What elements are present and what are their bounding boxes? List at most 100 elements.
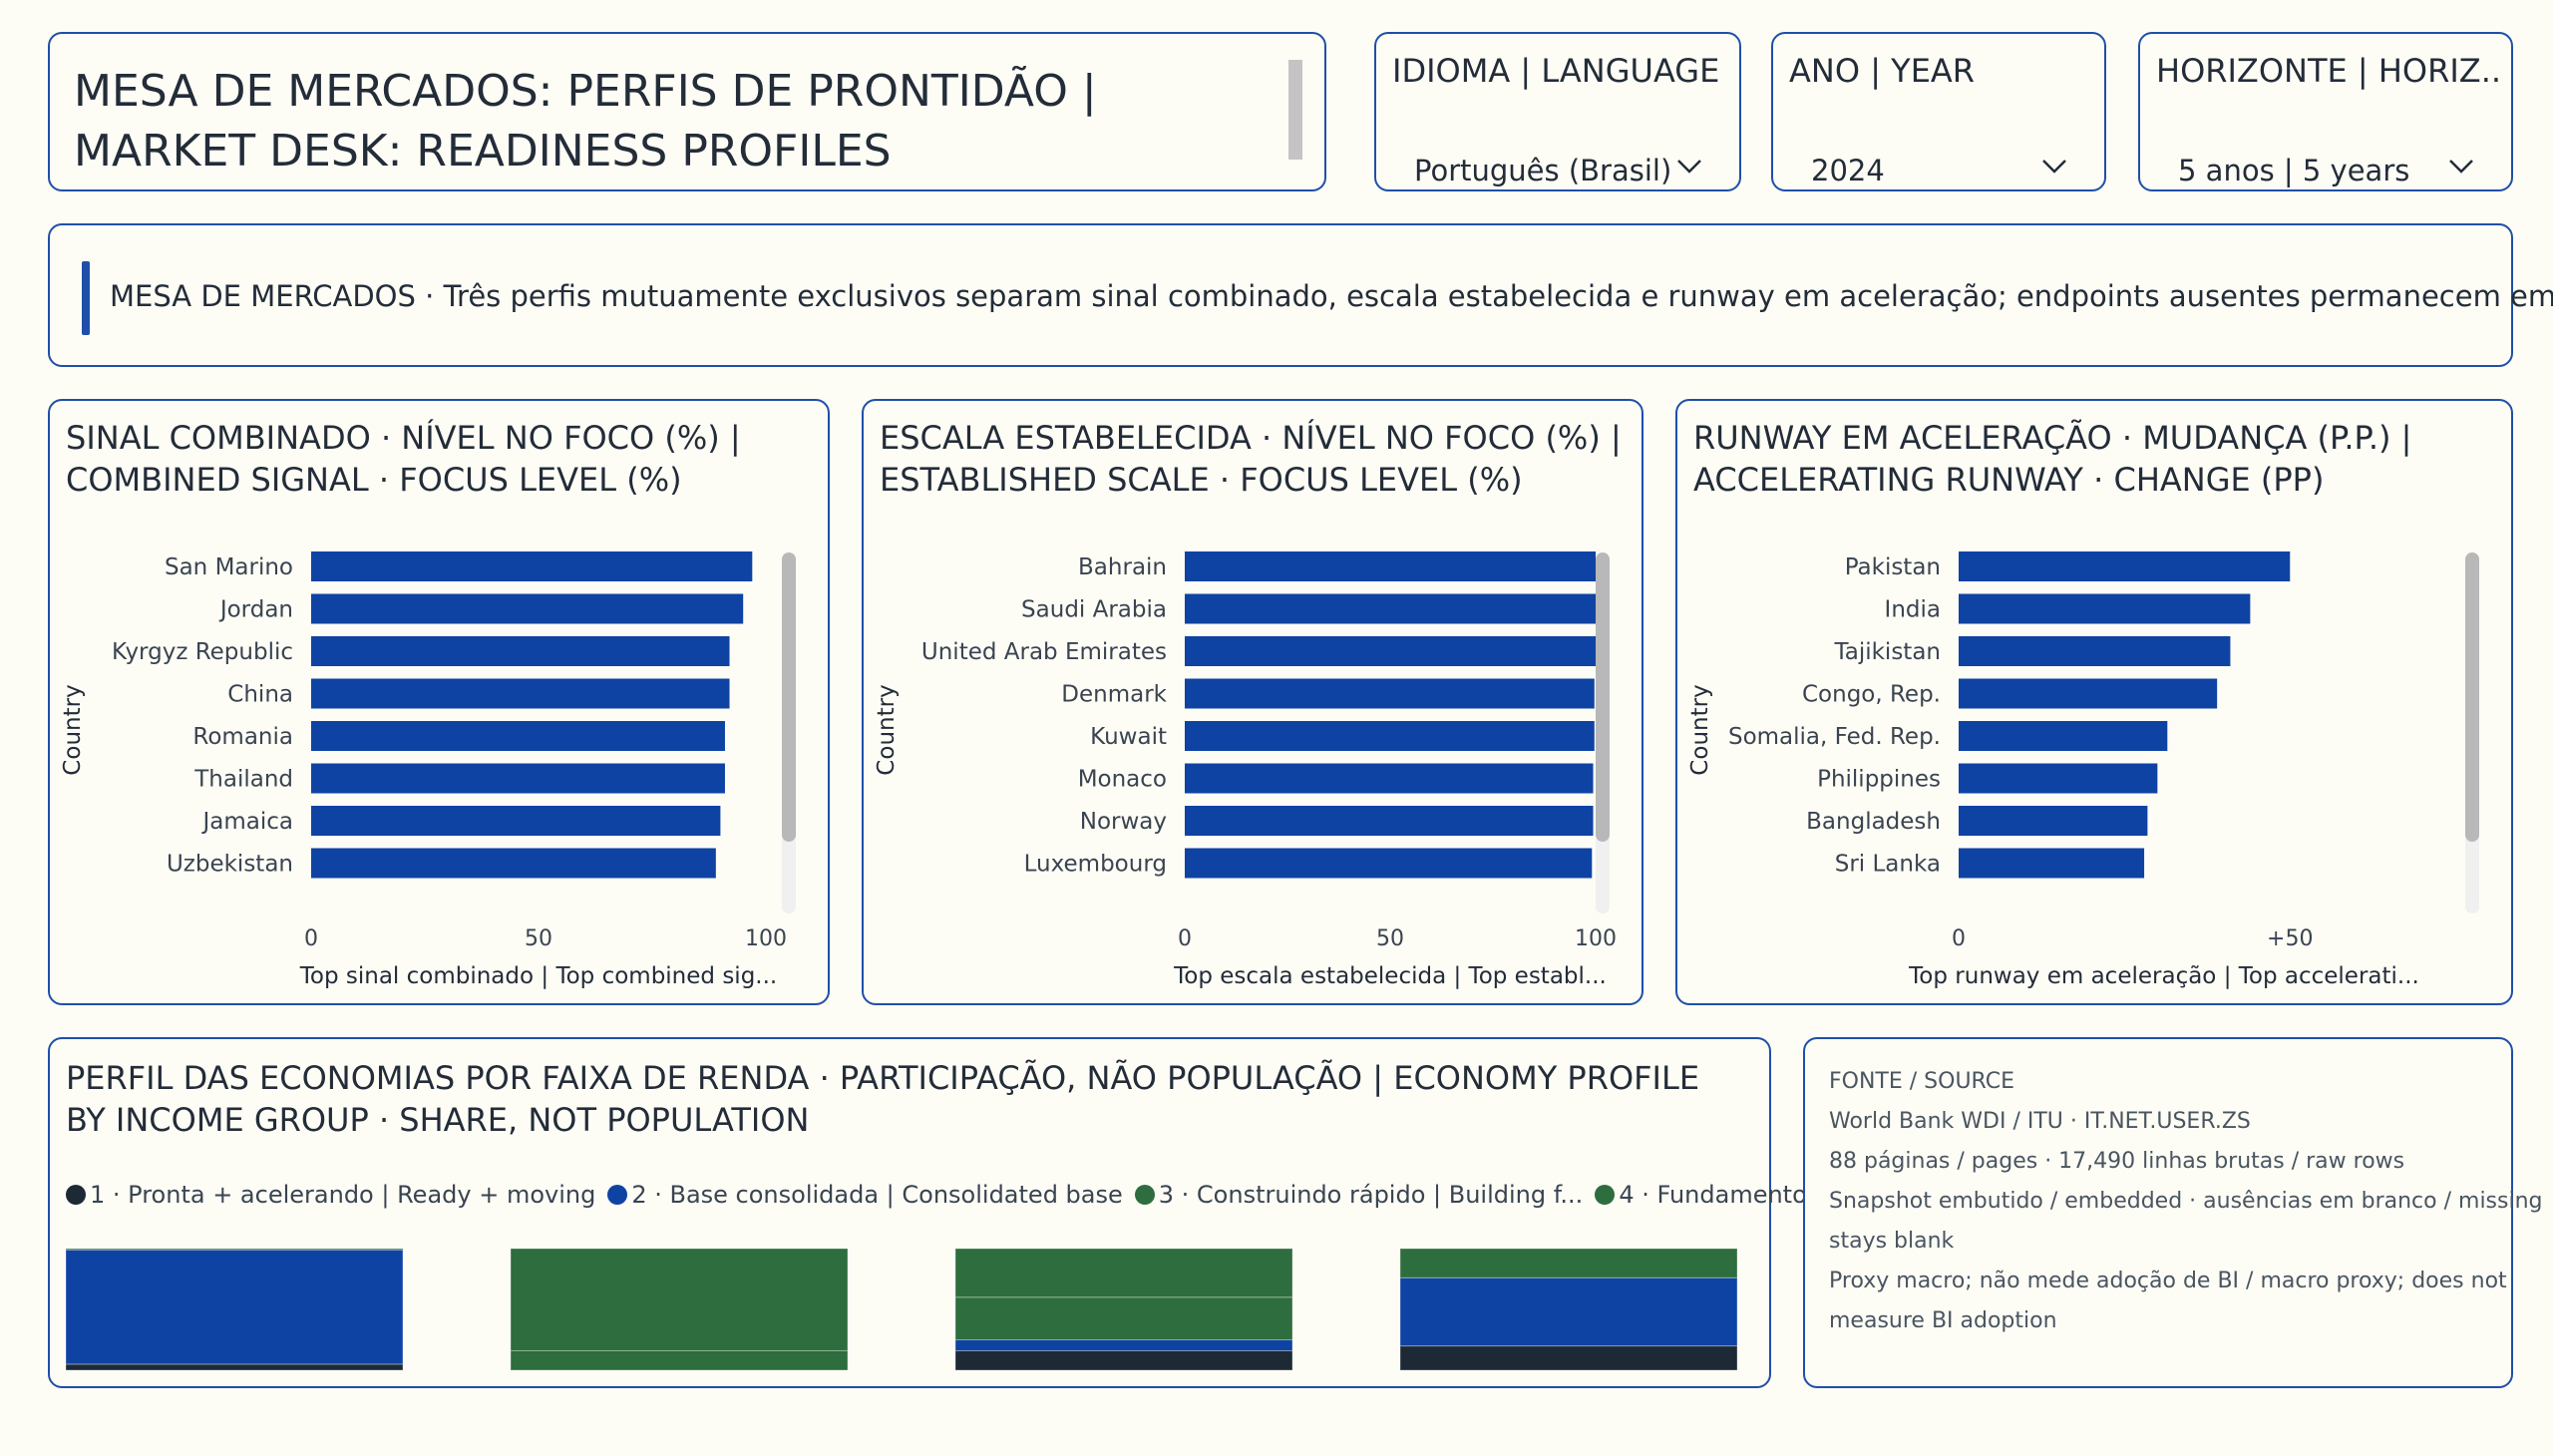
stack-segment[interactable] xyxy=(1399,1345,1738,1371)
category-label: Denmark xyxy=(1061,682,1167,708)
stack-segment[interactable] xyxy=(65,1248,404,1251)
bar[interactable] xyxy=(311,848,716,879)
chevron-down-icon[interactable] xyxy=(2040,152,2068,180)
bar[interactable] xyxy=(1185,848,1593,879)
bar[interactable] xyxy=(1959,636,2231,666)
accelerating-runway-plot: Pakistan India Tajikistan Congo, Rep. Somali… xyxy=(1687,551,2479,989)
chart-title: RUNWAY EM ACELERAÇÃO · MUDANÇA (P.P.) | … xyxy=(1693,419,2412,499)
horizon-slicer[interactable]: HORIZONTE | HORIZ... 5 anos | 5 years xyxy=(2138,32,2513,191)
stack-segment[interactable] xyxy=(65,1249,404,1365)
year-slicer-value[interactable]: 2024 xyxy=(1811,154,1885,187)
stack-segment[interactable] xyxy=(65,1363,404,1371)
stack-segment[interactable] xyxy=(954,1339,1293,1351)
legend-dot-icon xyxy=(1134,1185,1155,1205)
bar[interactable] xyxy=(1185,763,1594,794)
bar[interactable] xyxy=(1959,593,2251,624)
bar[interactable] xyxy=(1185,593,1596,624)
x-axis-label: Top runway em aceleração | Top accelerat… xyxy=(1908,963,2419,989)
language-slicer[interactable]: IDIOMA | LANGUAGE Português (Brasil) xyxy=(1374,32,1741,191)
category-label: Sri Lanka xyxy=(1835,852,1941,878)
stack-segment[interactable] xyxy=(1399,1276,1738,1347)
bar[interactable] xyxy=(1185,551,1596,581)
y-axis-label: Country xyxy=(60,684,86,775)
x-axis-label: Top sinal combinado | Top combined sig..… xyxy=(299,963,777,989)
source-line: stays blank xyxy=(1829,1229,1955,1254)
category-label: Philippines xyxy=(1817,767,1941,793)
bar[interactable] xyxy=(1959,848,2145,879)
y-axis-label: Country xyxy=(1687,684,1713,775)
category-label: Kyrgyz Republic xyxy=(112,639,293,665)
bar[interactable] xyxy=(311,678,730,709)
title-scrollbar[interactable] xyxy=(1288,60,1302,160)
scrollbar-thumb[interactable] xyxy=(2465,552,2479,842)
legend-item[interactable]: 1 · Pronta + acelerando | Ready + moving xyxy=(66,1181,595,1209)
income-profile-plot xyxy=(65,1248,1738,1371)
category-label: China xyxy=(227,682,293,708)
bar[interactable] xyxy=(1959,806,2148,836)
stack-segment[interactable] xyxy=(1399,1248,1738,1278)
stack-segment[interactable] xyxy=(954,1296,1293,1340)
bar[interactable] xyxy=(1185,678,1595,709)
x-axis-label: Top escala estabelecida | Top establ... xyxy=(1173,963,1607,989)
source-line: Proxy macro; não mede adoção de BI / mac… xyxy=(1829,1269,2507,1293)
stack-segment[interactable] xyxy=(954,1248,1293,1298)
chart-title: ESCALA ESTABELECIDA · NÍVEL NO FOCO (%) … xyxy=(880,419,1622,499)
stack-segment[interactable] xyxy=(954,1349,1293,1371)
bar[interactable] xyxy=(311,593,744,624)
chevron-down-icon[interactable] xyxy=(2447,152,2475,180)
category-label: Norway xyxy=(1080,809,1167,835)
bar[interactable] xyxy=(1185,721,1595,751)
stack-segment[interactable] xyxy=(510,1349,849,1371)
bar[interactable] xyxy=(1959,551,2291,581)
scrollbar-thumb[interactable] xyxy=(782,552,796,842)
category-label: Monaco xyxy=(1078,767,1167,793)
chevron-down-icon[interactable] xyxy=(1675,152,1703,180)
horizon-slicer-value[interactable]: 5 anos | 5 years xyxy=(2178,154,2410,187)
tick-label: 100 xyxy=(745,926,787,951)
legend-label: 2 · Base consolidada | Consolidated base xyxy=(631,1181,1123,1209)
page-title: MESA DE MERCADOS: PERFIS DE PRONTIDÃO | … xyxy=(74,66,1097,177)
established-scale-plot: Bahrain Saudi Arabia United Arab Emirates D… xyxy=(874,551,1617,989)
banner-text: MESA DE MERCADOS · Três perfis mutuament… xyxy=(110,279,2553,313)
language-slicer-value[interactable]: Português (Brasil) xyxy=(1414,154,1672,187)
established-scale-chart: ESCALA ESTABELECIDA · NÍVEL NO FOCO (%) … xyxy=(862,399,1643,1005)
chart-title: PERFIL DAS ECONOMIAS POR FAIXA DE RENDA … xyxy=(66,1059,1700,1139)
scrollbar-thumb[interactable] xyxy=(1596,552,1610,842)
bar[interactable] xyxy=(1185,806,1594,836)
bar[interactable] xyxy=(1959,763,2158,794)
legend-dot-icon xyxy=(607,1185,628,1205)
category-label: Thailand xyxy=(193,767,293,793)
bar[interactable] xyxy=(311,763,725,794)
bar[interactable] xyxy=(1959,721,2168,751)
tick-label: 50 xyxy=(525,926,552,951)
category-label: India xyxy=(1885,597,1941,623)
bar[interactable] xyxy=(1185,636,1596,666)
legend-label: 1 · Pronta + acelerando | Ready + moving xyxy=(90,1181,596,1209)
bar[interactable] xyxy=(311,551,753,581)
bar[interactable] xyxy=(1959,678,2218,709)
legend-item[interactable]: 3 · Construindo rápido | Building f... xyxy=(1134,1181,1584,1209)
year-slicer[interactable]: ANO | YEAR 2024 xyxy=(1771,32,2106,191)
legend-item[interactable]: 2 · Base consolidada | Consolidated base xyxy=(607,1181,1123,1209)
category-label: Congo, Rep. xyxy=(1802,682,1941,708)
bar[interactable] xyxy=(311,636,730,666)
category-label: San Marino xyxy=(165,554,293,580)
category-label: Romania xyxy=(192,724,293,750)
source-card: FONTE / SOURCE World Bank WDI / ITU · IT.… xyxy=(1803,1037,2543,1388)
summary-banner: MESA DE MERCADOS · Três perfis mutuament… xyxy=(48,223,2553,367)
y-axis-label: Country xyxy=(874,684,900,775)
legend-dot-icon xyxy=(1595,1185,1616,1205)
category-label: Jordan xyxy=(218,597,293,623)
year-slicer-label: ANO | YEAR xyxy=(1789,52,1976,90)
category-label: Tajikistan xyxy=(1834,639,1942,665)
tick-label: 0 xyxy=(1952,926,1966,951)
chart-title: SINAL COMBINADO · NÍVEL NO FOCO (%) | CO… xyxy=(66,419,741,499)
bar[interactable] xyxy=(311,721,725,751)
stack-segment[interactable] xyxy=(510,1248,849,1351)
tick-label: 50 xyxy=(1376,926,1404,951)
source-line: World Bank WDI / ITU · IT.NET.USER.ZS xyxy=(1829,1109,2251,1134)
category-label: Bahrain xyxy=(1078,554,1167,580)
legend-label: 3 · Construindo rápido | Building f... xyxy=(1158,1181,1584,1209)
bar[interactable] xyxy=(311,806,721,836)
tick-label: +50 xyxy=(2267,926,2313,951)
